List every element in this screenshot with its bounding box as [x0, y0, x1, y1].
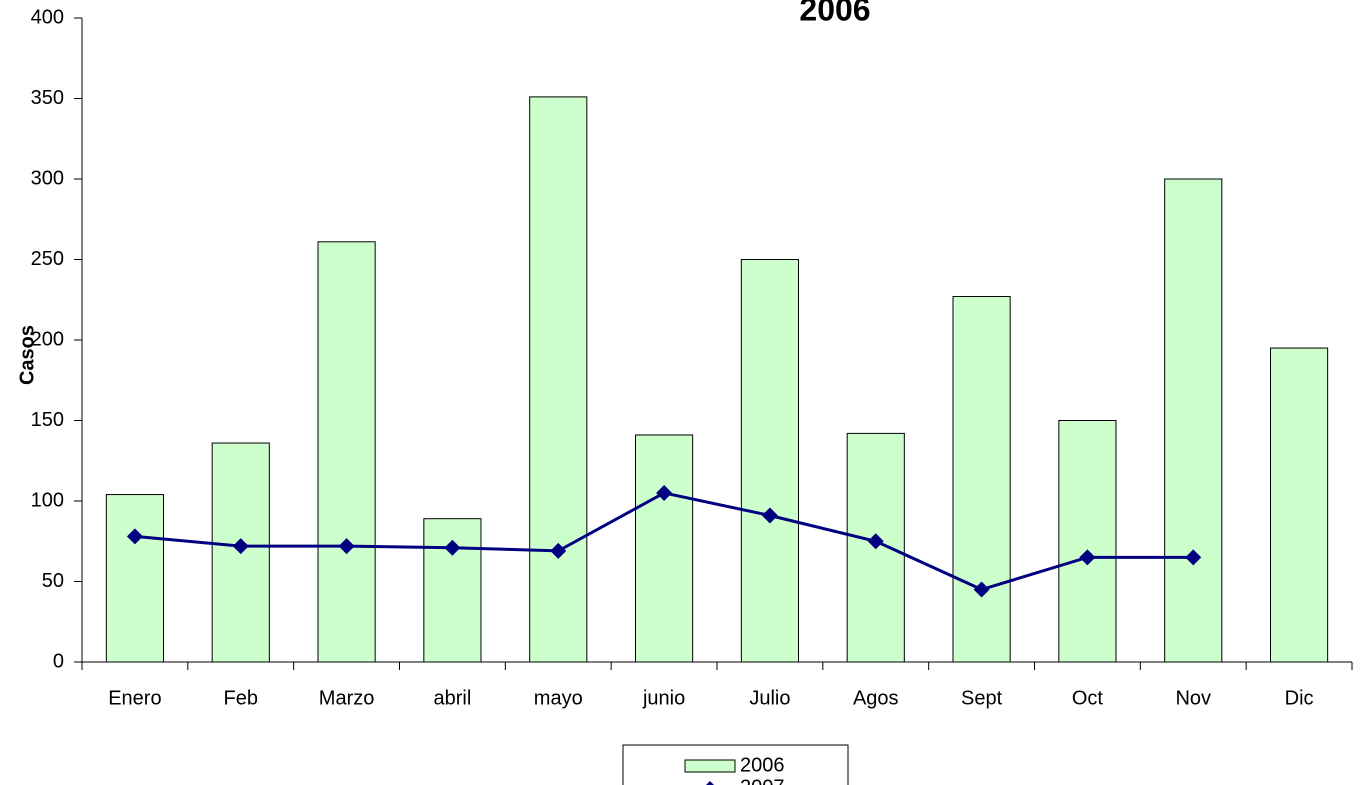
- x-tick-label: Sept: [961, 687, 1003, 709]
- x-tick-label: Nov: [1175, 687, 1211, 709]
- marker: [550, 542, 567, 559]
- bar: [1270, 347, 1329, 663]
- legend-marker: [706, 781, 714, 785]
- x-tick-label: mayo: [534, 687, 583, 709]
- marker: [867, 533, 884, 550]
- y-tick-label: 200: [31, 328, 64, 350]
- bar: [952, 296, 1011, 663]
- legend-label: 2006: [740, 754, 785, 776]
- marker: [444, 539, 461, 556]
- marker: [761, 507, 778, 524]
- y-tick-label: 100: [31, 489, 64, 511]
- y-tick-label: 400: [31, 6, 64, 28]
- marker: [973, 581, 990, 598]
- bar: [105, 494, 164, 663]
- x-tick-label: abril: [434, 687, 472, 709]
- x-tick-label: Oct: [1072, 687, 1104, 709]
- y-tick-label: 350: [31, 87, 64, 109]
- x-tick-label: junio: [642, 687, 685, 709]
- bar: [635, 434, 694, 663]
- y-tick-label: 50: [42, 570, 64, 592]
- bar: [317, 241, 376, 663]
- marker: [1185, 549, 1202, 566]
- bar: [1058, 420, 1117, 663]
- y-axis-label: Casos: [16, 325, 38, 385]
- marker: [232, 538, 249, 555]
- x-tick-label: Agos: [853, 687, 899, 709]
- chart-title: 2006: [799, 0, 870, 27]
- marker: [338, 538, 355, 555]
- x-tick-label: Julio: [749, 687, 790, 709]
- y-tick-label: 0: [53, 650, 64, 672]
- y-tick-label: 300: [31, 167, 64, 189]
- legend-swatch: [684, 759, 736, 773]
- marker: [1079, 549, 1096, 566]
- marker: [656, 484, 673, 501]
- marker: [126, 528, 143, 545]
- y-tick-label: 150: [31, 409, 64, 431]
- bar: [740, 259, 799, 663]
- bar: [1164, 178, 1223, 663]
- x-tick-label: Marzo: [319, 687, 375, 709]
- x-tick-label: Feb: [224, 687, 258, 709]
- y-tick-label: 250: [31, 248, 64, 270]
- x-tick-label: Dic: [1285, 687, 1314, 709]
- x-tick-label: Enero: [108, 687, 161, 709]
- bar: [529, 96, 588, 663]
- legend-label: 2007: [740, 776, 785, 785]
